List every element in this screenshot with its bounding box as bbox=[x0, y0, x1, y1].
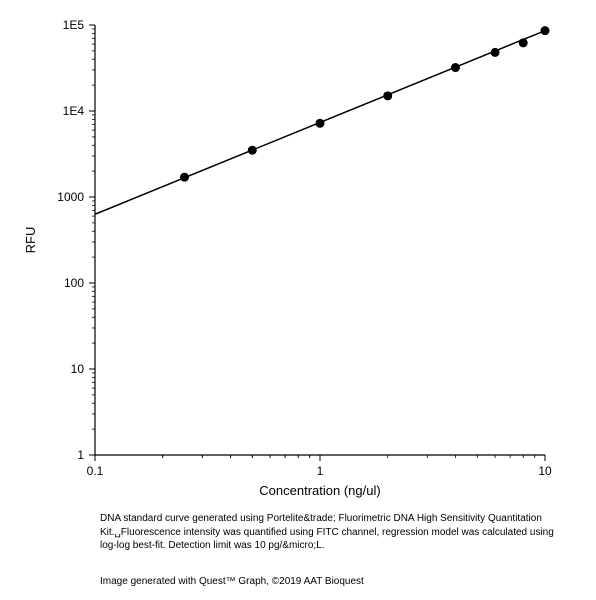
chart-credit: Image generated with Quest™ Graph, ©2019… bbox=[100, 576, 556, 587]
y-tick-label: 1 bbox=[77, 448, 84, 462]
chart-caption: DNA standard curve generated using Porte… bbox=[100, 512, 556, 553]
y-tick-label: 10 bbox=[71, 362, 85, 376]
chart-svg: 0.111011010010001E41E5 Concentration (ng… bbox=[0, 0, 596, 510]
y-tick-label: 100 bbox=[64, 276, 84, 290]
y-tick-label: 1000 bbox=[57, 190, 84, 204]
data-point bbox=[451, 63, 460, 72]
x-tick-label: 10 bbox=[538, 464, 552, 478]
y-axis-label: RFU bbox=[23, 227, 38, 254]
x-axis-label: Concentration (ng/ul) bbox=[259, 483, 380, 498]
x-tick-label: 1 bbox=[317, 464, 324, 478]
data-point bbox=[491, 48, 500, 57]
data-point bbox=[316, 119, 325, 128]
chart-container: { "chart": { "type": "scatter-loglog", "… bbox=[0, 0, 596, 600]
y-tick-label: 1E4 bbox=[63, 104, 85, 118]
x-tick-label: 0.1 bbox=[87, 464, 104, 478]
data-point bbox=[248, 146, 257, 155]
y-tick-label: 1E5 bbox=[63, 18, 85, 32]
data-point bbox=[541, 26, 550, 35]
data-point bbox=[180, 173, 189, 182]
data-point bbox=[519, 38, 528, 47]
data-point bbox=[383, 91, 392, 100]
